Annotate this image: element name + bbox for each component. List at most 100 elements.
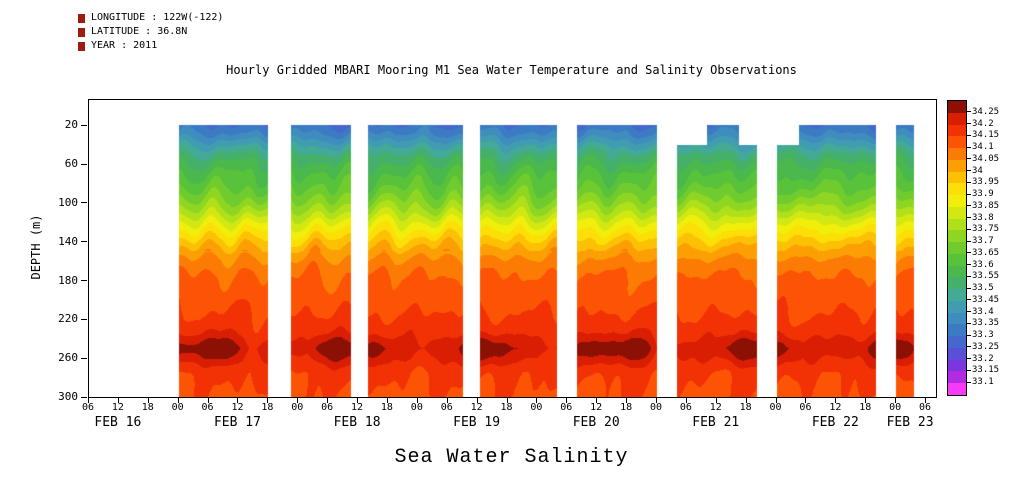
colorbar-band	[948, 265, 966, 278]
x-tick-hour-label: 12	[111, 402, 124, 413]
colorbar-tick-label: 33.1	[972, 377, 994, 388]
colorbar-tick-mark	[967, 358, 971, 360]
x-tick-hour-label: 00	[410, 402, 423, 413]
x-tick-mark	[805, 398, 807, 403]
colorbar-tick-mark	[967, 287, 971, 289]
x-tick-hour-label: 12	[590, 402, 603, 413]
colorbar-band	[948, 324, 966, 337]
header-info: LONGITUDE : 122W(-122) LATITUDE : 36.8N …	[78, 11, 223, 53]
x-tick-mark	[297, 398, 299, 403]
colorbar-tick-mark	[967, 158, 971, 160]
colorbar-band	[948, 312, 966, 325]
colorbar-band	[948, 371, 966, 384]
colorbar-tick-mark	[967, 369, 971, 371]
x-tick-hour-label: 12	[709, 402, 722, 413]
x-tick-mark	[207, 398, 209, 403]
x-tick-mark	[357, 398, 359, 403]
colorbar-tick-label: 33.55	[972, 271, 1000, 282]
x-tick-hour-label: 06	[201, 402, 214, 413]
colorbar-band	[948, 171, 966, 184]
x-axis-day-label: FEB 17	[213, 415, 261, 430]
y-tick-label: 300	[58, 390, 78, 403]
colorbar-tick-mark	[967, 111, 971, 113]
colorbar	[947, 100, 967, 396]
colorbar-band	[948, 124, 966, 137]
x-axis-day-label: FEB 21	[692, 415, 740, 430]
x-tick-mark	[566, 398, 568, 403]
colorbar-tick-mark	[967, 170, 971, 172]
colorbar-band	[948, 218, 966, 231]
colorbar-tick-label: 33.9	[972, 189, 994, 200]
colorbar-tick-mark	[967, 134, 971, 136]
y-tick-mark	[81, 318, 87, 320]
x-tick-hour-label: 12	[231, 402, 244, 413]
y-tick-mark	[81, 202, 87, 204]
y-tick-mark	[81, 241, 87, 243]
x-tick-mark	[626, 398, 628, 403]
colorbar-tick-label: 33.85	[972, 200, 1000, 211]
x-tick-hour-label: 18	[261, 402, 274, 413]
x-tick-hour-label: 12	[470, 402, 483, 413]
colorbar-band	[948, 289, 966, 302]
x-tick-hour-label: 00	[649, 402, 663, 413]
colorbar-band	[948, 183, 966, 196]
y-tick-mark	[81, 280, 87, 282]
colorbar-band	[948, 101, 966, 114]
colorbar-tick-label: 33.7	[972, 236, 994, 247]
colorbar-tick-label: 33.65	[972, 247, 1000, 258]
colorbar-band	[948, 347, 966, 361]
year-label: YEAR : 2011	[91, 40, 158, 51]
colorbar-tick-label: 33.6	[972, 259, 994, 270]
y-tick-label: 220	[58, 312, 78, 326]
x-axis-day-label: FEB 22	[811, 415, 859, 430]
y-tick-mark	[81, 124, 87, 126]
longitude-label: LONGITUDE : 122W(-122)	[91, 12, 224, 23]
y-tick-label: 180	[58, 273, 78, 287]
colorbar-tick-label: 33.35	[972, 318, 1000, 329]
colorbar-tick-mark	[967, 228, 971, 230]
x-tick-mark	[327, 398, 329, 403]
header-marker-icon	[78, 41, 85, 51]
x-tick-mark	[865, 398, 867, 403]
header-line-year: YEAR : 2011	[78, 39, 223, 53]
x-tick-mark	[117, 398, 119, 403]
colorbar-tick-label: 33.95	[972, 177, 1000, 188]
x-tick-hour-label: 18	[739, 402, 752, 413]
x-tick-mark	[267, 398, 269, 403]
x-axis-day-label: FEB 19	[453, 415, 501, 430]
colorbar-tick-mark	[967, 334, 971, 336]
x-tick-hour-label: 00	[530, 402, 543, 413]
x-tick-hour-label: 18	[380, 402, 393, 413]
salinity-heatmap-canvas	[89, 100, 936, 397]
colorbar-band	[948, 359, 966, 372]
x-axis-day-label: FEB 18	[333, 415, 381, 430]
x-tick-mark	[685, 398, 687, 403]
variable-label: Sea Water Salinity	[394, 446, 629, 469]
x-tick-mark	[506, 398, 508, 403]
x-tick-mark	[655, 398, 657, 403]
x-tick-hour-label: 18	[859, 402, 872, 413]
x-tick-hour-label: 00	[769, 402, 782, 413]
colorbar-tick-mark	[967, 240, 971, 242]
colorbar-tick-mark	[967, 181, 971, 183]
colorbar-band	[948, 195, 966, 208]
x-tick-hour-label: 12	[351, 402, 364, 413]
x-tick-hour-label: 00	[889, 402, 902, 413]
x-tick-hour-label: 06	[919, 402, 932, 413]
x-tick-mark	[536, 398, 538, 403]
x-tick-mark	[596, 398, 598, 403]
x-tick-hour-label: 18	[620, 402, 633, 413]
x-tick-hour-label: 18	[141, 402, 154, 413]
colorbar-band	[948, 383, 966, 396]
x-tick-mark	[88, 398, 89, 403]
x-tick-mark	[177, 398, 179, 403]
y-axis-label: DEPTH (m)	[29, 214, 43, 280]
colorbar-tick-label: 33.45	[972, 294, 1000, 305]
colorbar-tick-mark	[967, 322, 971, 324]
x-tick-mark	[835, 398, 837, 403]
y-tick-label: 140	[58, 234, 78, 248]
colorbar-tick-label: 33.3	[972, 330, 994, 341]
colorbar-tick-label: 34.05	[972, 153, 1000, 164]
colorbar-tick-mark	[967, 205, 971, 207]
plot-frame	[88, 99, 937, 398]
